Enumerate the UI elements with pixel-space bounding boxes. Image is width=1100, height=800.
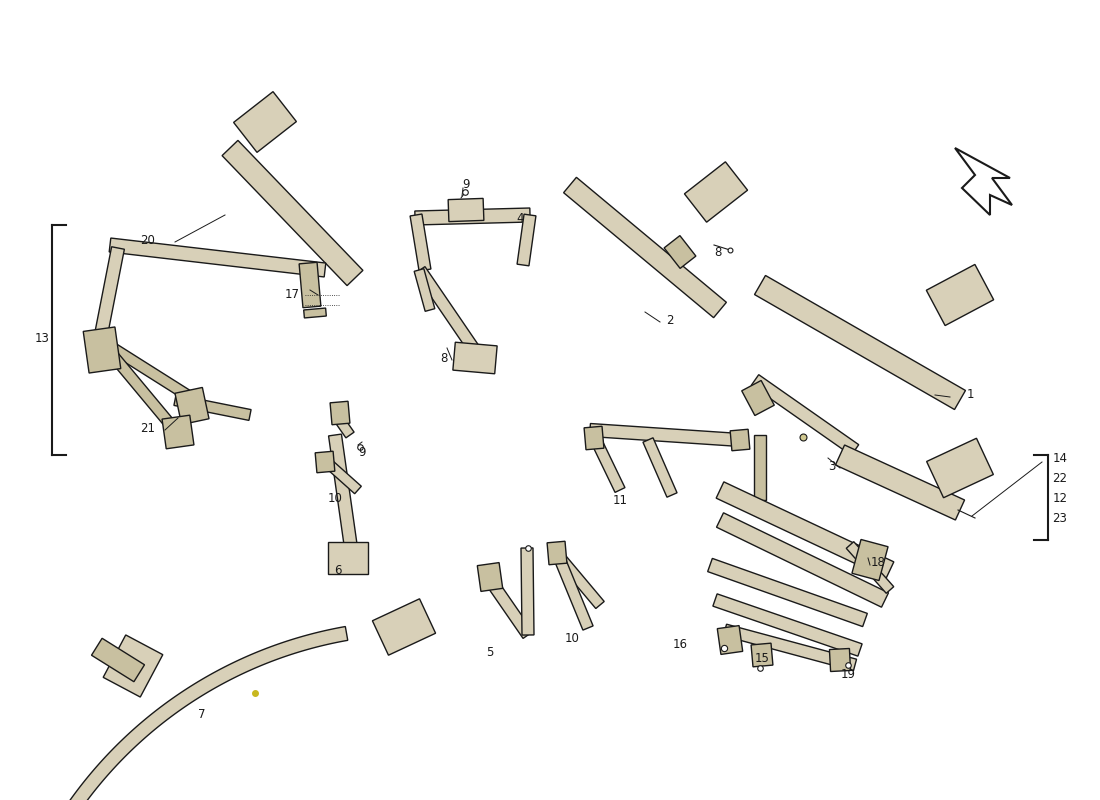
Polygon shape	[590, 423, 740, 446]
Polygon shape	[373, 598, 436, 655]
Polygon shape	[97, 335, 198, 405]
Text: 17: 17	[285, 289, 299, 302]
Text: 23: 23	[1053, 511, 1067, 525]
Text: 9: 9	[462, 178, 470, 191]
Polygon shape	[754, 435, 766, 500]
Polygon shape	[751, 374, 859, 455]
Polygon shape	[517, 214, 536, 266]
Polygon shape	[741, 381, 774, 415]
Polygon shape	[91, 638, 144, 682]
Polygon shape	[955, 148, 1012, 215]
Polygon shape	[453, 342, 497, 374]
Polygon shape	[84, 327, 121, 373]
Polygon shape	[713, 594, 862, 656]
Polygon shape	[584, 426, 604, 450]
Polygon shape	[707, 558, 867, 626]
Polygon shape	[664, 235, 696, 269]
Text: 19: 19	[840, 669, 856, 682]
Polygon shape	[835, 445, 965, 520]
Text: 21: 21	[141, 422, 155, 434]
Polygon shape	[926, 438, 993, 498]
Text: 3: 3	[828, 461, 836, 474]
Polygon shape	[332, 412, 354, 438]
Polygon shape	[730, 430, 750, 450]
Polygon shape	[717, 626, 743, 654]
Polygon shape	[316, 451, 334, 473]
Polygon shape	[410, 214, 431, 271]
Polygon shape	[96, 337, 179, 434]
Polygon shape	[926, 265, 993, 326]
Polygon shape	[644, 438, 676, 497]
Polygon shape	[684, 162, 748, 222]
Polygon shape	[829, 649, 850, 671]
Text: 11: 11	[613, 494, 627, 506]
Polygon shape	[448, 198, 484, 222]
Polygon shape	[329, 434, 359, 556]
Polygon shape	[851, 539, 888, 581]
Text: 10: 10	[564, 631, 580, 645]
Text: 7: 7	[198, 707, 206, 721]
Text: 5: 5	[486, 646, 494, 658]
Text: 6: 6	[334, 563, 342, 577]
Polygon shape	[751, 643, 773, 667]
Polygon shape	[846, 542, 893, 594]
Polygon shape	[94, 246, 124, 342]
Text: 2: 2	[667, 314, 673, 326]
Polygon shape	[175, 387, 209, 425]
Text: 8: 8	[714, 246, 722, 258]
Polygon shape	[222, 140, 363, 286]
Polygon shape	[724, 624, 857, 670]
Polygon shape	[304, 308, 327, 318]
Polygon shape	[521, 548, 534, 635]
Text: 8: 8	[440, 351, 448, 365]
Polygon shape	[415, 208, 530, 225]
Polygon shape	[547, 542, 567, 565]
Polygon shape	[716, 513, 889, 607]
Polygon shape	[109, 238, 326, 277]
Polygon shape	[415, 269, 434, 311]
Text: 13: 13	[34, 331, 50, 345]
Polygon shape	[563, 178, 726, 318]
Polygon shape	[174, 394, 251, 420]
Polygon shape	[587, 430, 625, 492]
Polygon shape	[477, 562, 503, 591]
Text: 18: 18	[870, 555, 886, 569]
Text: 9: 9	[359, 446, 365, 458]
Text: 22: 22	[1053, 471, 1067, 485]
Text: 15: 15	[755, 651, 769, 665]
Polygon shape	[716, 482, 894, 578]
Polygon shape	[553, 553, 593, 630]
Polygon shape	[68, 626, 348, 800]
Polygon shape	[162, 415, 194, 449]
Polygon shape	[299, 262, 321, 308]
Text: 4: 4	[516, 211, 524, 225]
Polygon shape	[553, 551, 604, 609]
Polygon shape	[327, 462, 361, 494]
Polygon shape	[485, 577, 532, 638]
Text: 20: 20	[141, 234, 155, 246]
Polygon shape	[233, 92, 296, 152]
Polygon shape	[103, 635, 163, 697]
Polygon shape	[415, 266, 483, 358]
Polygon shape	[755, 275, 966, 410]
Text: 16: 16	[672, 638, 688, 651]
Text: 12: 12	[1053, 491, 1067, 505]
Text: 1: 1	[966, 389, 974, 402]
Text: 10: 10	[328, 491, 342, 505]
Polygon shape	[330, 402, 350, 425]
Polygon shape	[328, 542, 369, 574]
Text: 14: 14	[1053, 451, 1067, 465]
